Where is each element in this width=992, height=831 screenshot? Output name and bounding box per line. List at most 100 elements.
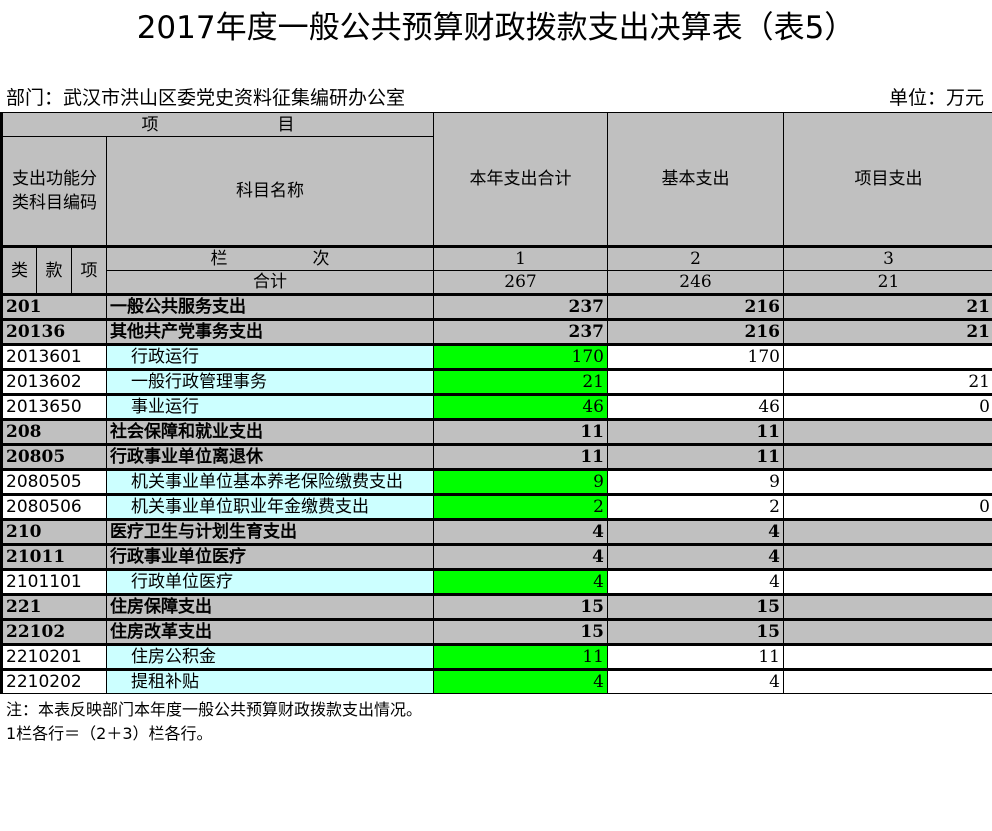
value-col3 — [783, 568, 992, 595]
name-cell: 住房公积金 — [106, 643, 434, 670]
value-col3 — [783, 668, 992, 694]
value-col3: 0 — [783, 493, 992, 520]
header-name: 科目名称 — [106, 136, 434, 247]
value-col2: 216 — [607, 318, 784, 345]
code-cell: 201 — [0, 293, 107, 320]
total-v3: 21 — [783, 270, 992, 295]
value-col3 — [783, 543, 992, 570]
value-col1: 9 — [433, 468, 608, 495]
header-col1: 本年支出合计 — [433, 112, 608, 247]
value-col3 — [783, 618, 992, 645]
value-col1: 11 — [433, 443, 608, 470]
note-1: 注：本表反映部门本年度一般公共预算财政拨款支出情况。 — [6, 700, 423, 719]
value-col3 — [783, 643, 992, 670]
code-cell: 20136 — [0, 318, 107, 345]
name-cell: 一般行政管理事务 — [106, 368, 434, 395]
note-2: 1栏各行＝（2＋3）栏各行。 — [6, 724, 213, 743]
name-cell: 一般公共服务支出 — [106, 293, 434, 320]
name-cell: 提租补贴 — [106, 668, 434, 694]
table-row: 21011 行政事业单位医疗 4 4 — [0, 543, 992, 570]
value-col2 — [607, 368, 784, 395]
value-col2: 216 — [607, 293, 784, 320]
table-row: 2080505 机关事业单位基本养老保险缴费支出 9 9 — [0, 468, 992, 495]
value-col1: 4 — [433, 668, 608, 694]
value-col2: 2 — [607, 493, 784, 520]
table-row: 221 住房保障支出 15 15 — [0, 593, 992, 620]
value-col3 — [783, 418, 992, 445]
name-cell: 住房改革支出 — [106, 618, 434, 645]
total-label: 合计 — [106, 270, 434, 295]
code-cell: 2101101 — [0, 568, 107, 595]
value-col3: 0 — [783, 393, 992, 420]
value-col2: 11 — [607, 418, 784, 445]
value-col1: 46 — [433, 393, 608, 420]
value-col2: 4 — [607, 518, 784, 545]
value-col1: 4 — [433, 543, 608, 570]
value-col1: 15 — [433, 618, 608, 645]
table-row: 2080506 机关事业单位职业年金缴费支出 2 2 0 — [0, 493, 992, 520]
value-col2: 4 — [607, 543, 784, 570]
col-num-2: 2 — [607, 245, 784, 271]
code-cell: 208 — [0, 418, 107, 445]
value-col1: 11 — [433, 643, 608, 670]
value-col2: 4 — [607, 568, 784, 595]
value-col3 — [783, 468, 992, 495]
value-col1: 237 — [433, 318, 608, 345]
page-title: 2017年度一般公共预算财政拨款支出决算表（表5） — [136, 10, 856, 46]
value-col1: 15 — [433, 593, 608, 620]
value-col1: 170 — [433, 343, 608, 370]
code-cell: 2080506 — [0, 493, 107, 520]
table-row: 201 一般公共服务支出 237 216 21 — [0, 293, 992, 320]
name-cell: 社会保障和就业支出 — [106, 418, 434, 445]
code-cell: 21011 — [0, 543, 107, 570]
total-v2: 246 — [607, 270, 784, 295]
header-lanci: 栏 次 — [106, 245, 434, 271]
code-cell: 22102 — [0, 618, 107, 645]
table-row: 2013650 事业运行 46 46 0 — [0, 393, 992, 420]
header-xiang: 项 — [71, 245, 107, 295]
value-col2: 4 — [607, 668, 784, 694]
value-col3 — [783, 443, 992, 470]
value-col2: 46 — [607, 393, 784, 420]
code-cell: 221 — [0, 593, 107, 620]
name-cell: 行政事业单位离退休 — [106, 443, 434, 470]
value-col2: 170 — [607, 343, 784, 370]
value-col2: 9 — [607, 468, 784, 495]
table-row: 2013601 行政运行 170 170 — [0, 343, 992, 370]
code-cell: 2080505 — [0, 468, 107, 495]
value-col2: 11 — [607, 443, 784, 470]
name-cell: 医疗卫生与计划生育支出 — [106, 518, 434, 545]
table-row: 210 医疗卫生与计划生育支出 4 4 — [0, 518, 992, 545]
table-section: 项 目 本年支出合计 基本支出 项目支出 支出功能分类科目编码 科目名称 类 款… — [0, 112, 992, 746]
name-cell: 行政单位医疗 — [106, 568, 434, 595]
name-cell: 其他共产党事务支出 — [106, 318, 434, 345]
code-cell: 2013650 — [0, 393, 107, 420]
name-cell: 住房保障支出 — [106, 593, 434, 620]
code-cell: 2210201 — [0, 643, 107, 670]
value-col3: 21 — [783, 293, 992, 320]
code-cell: 20805 — [0, 443, 107, 470]
header-code: 支出功能分类科目编码 — [0, 136, 107, 247]
code-cell: 2210202 — [0, 668, 107, 694]
header-item: 项 目 — [0, 112, 434, 137]
table-row: 2210201 住房公积金 11 11 — [0, 643, 992, 670]
table-row: 20805 行政事业单位离退休 11 11 — [0, 443, 992, 470]
code-cell: 2013601 — [0, 343, 107, 370]
value-col1: 237 — [433, 293, 608, 320]
value-col2: 15 — [607, 593, 784, 620]
table-row: 22102 住房改革支出 15 15 — [0, 618, 992, 645]
name-cell: 行政事业单位医疗 — [106, 543, 434, 570]
name-cell: 事业运行 — [106, 393, 434, 420]
code-cell: 210 — [0, 518, 107, 545]
col-num-1: 1 — [433, 245, 608, 271]
table-row: 2210202 提租补贴 4 4 — [0, 668, 992, 694]
table-row: 2101101 行政单位医疗 4 4 — [0, 568, 992, 595]
value-col1: 2 — [433, 493, 608, 520]
name-cell: 行政运行 — [106, 343, 434, 370]
value-col1: 21 — [433, 368, 608, 395]
unit-label: 单位：万元 — [888, 87, 984, 109]
value-col3: 21 — [783, 318, 992, 345]
notes: 注：本表反映部门本年度一般公共预算财政拨款支出情况。 1栏各行＝（2＋3）栏各行… — [0, 698, 992, 746]
value-col3 — [783, 518, 992, 545]
name-cell: 机关事业单位职业年金缴费支出 — [106, 493, 434, 520]
